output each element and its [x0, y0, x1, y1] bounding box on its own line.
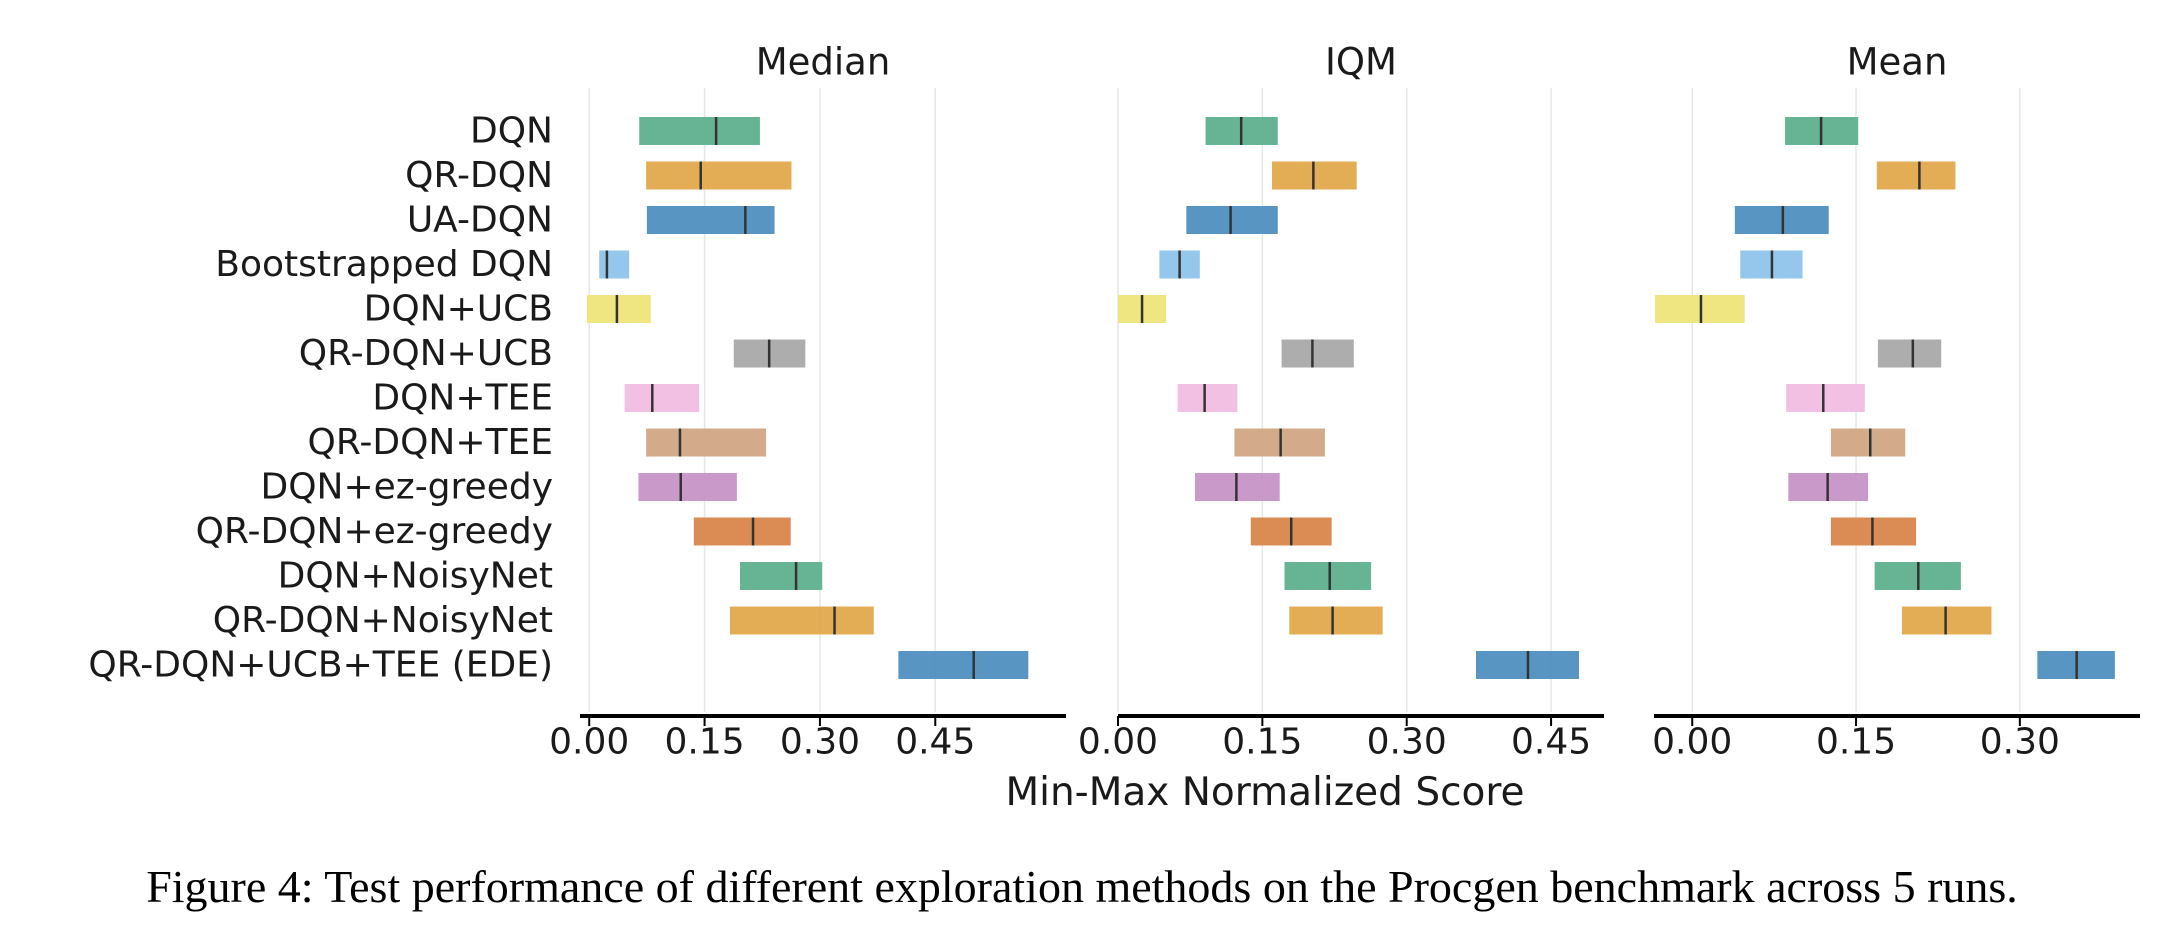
- method-label-qr-dqn-ucb-tee-ede: QR-DQN+UCB+TEE (EDE): [88, 645, 553, 686]
- interval-bar-qr-dqn-ucb: [1281, 339, 1354, 368]
- x-tick-label: 0.00: [1078, 722, 1158, 763]
- x-tick-label: 0.45: [1511, 722, 1591, 763]
- interval-bar-dqn-tee: [1177, 384, 1238, 412]
- panel-mean: Mean 0.00 0.15 0.30: [1652, 41, 2140, 763]
- interval-bar-dqn-ucb: [586, 295, 651, 323]
- method-label-dqn-tee: DQN+TEE: [372, 378, 553, 419]
- method-label-qr-dqn-tee: QR-DQN+TEE: [307, 422, 553, 463]
- x-tick-label: 0.30: [1367, 722, 1447, 763]
- x-tick-label: 0.45: [895, 722, 975, 763]
- method-label-qr-dqn-ucb: QR-DQN+UCB: [299, 333, 553, 374]
- interval-bar-bootstrapped-dqn: [599, 250, 630, 279]
- panel-median: Median 0.00 0.15 0.30 0.45: [549, 41, 1066, 763]
- interval-bar-dqn-noisynet: [739, 562, 823, 590]
- method-label-qr-dqn-ez-greedy: QR-DQN+ez-greedy: [196, 511, 553, 552]
- x-tick-label: 0.15: [1222, 722, 1302, 763]
- x-tick-label: 0.00: [549, 722, 629, 763]
- panel-title-median: Median: [756, 41, 891, 84]
- method-label-qr-dqn-noisynet: QR-DQN+NoisyNet: [213, 600, 553, 641]
- method-label-bootstrapped-dqn: Bootstrapped DQN: [215, 244, 553, 285]
- interval-bar-ua-dqn: [1186, 206, 1278, 234]
- figure-caption: Figure 4: Test performance of different …: [146, 861, 2018, 912]
- method-label-dqn-ucb: DQN+UCB: [364, 289, 553, 330]
- x-tick-label: 0.00: [1652, 722, 1732, 763]
- interval-bar-ua-dqn: [646, 206, 775, 234]
- method-label-qr-dqn: QR-DQN: [405, 155, 553, 196]
- x-tick-label: 0.30: [1980, 722, 2060, 763]
- method-label-dqn-noisynet: DQN+NoisyNet: [278, 556, 553, 597]
- x-tick-label: 0.15: [664, 722, 744, 763]
- panel-iqm: IQM 0.00 0.15 0.30 0.45: [1078, 41, 1604, 763]
- interval-bar-dqn-tee: [1786, 384, 1865, 412]
- x-axis-label: Min-Max Normalized Score: [1005, 770, 1524, 815]
- x-tick-label: 0.30: [780, 722, 860, 763]
- interval-bar-qr-dqn: [1876, 161, 1956, 190]
- interval-bar-dqn-tee: [624, 384, 700, 412]
- method-label-dqn-ez-greedy: DQN+ez-greedy: [261, 467, 554, 508]
- interval-bar-qr-dqn-ez-greedy: [693, 517, 791, 546]
- interval-bar-qr-dqn-ucb: [1877, 339, 1942, 368]
- method-label-dqn: DQN: [470, 111, 553, 152]
- interval-bar-qr-dqn-ucb-tee-ede: [898, 651, 1029, 679]
- interval-bar-qr-dqn: [646, 161, 792, 190]
- interval-bar-qr-dqn-tee: [646, 428, 767, 457]
- x-tick-label: 0.15: [1816, 722, 1896, 763]
- interval-bar-dqn-noisynet: [1284, 562, 1372, 590]
- panel-title-mean: Mean: [1847, 41, 1948, 84]
- interval-bar-qr-dqn-tee: [1830, 428, 1906, 457]
- panel-title-iqm: IQM: [1325, 41, 1397, 84]
- interval-bar-qr-dqn-noisynet: [1289, 606, 1383, 635]
- interval-bar-qr-dqn-noisynet: [729, 606, 874, 635]
- interval-bar-dqn-ez-greedy: [638, 473, 737, 501]
- method-label-ua-dqn: UA-DQN: [407, 200, 553, 241]
- interval-bar-dqn: [639, 117, 760, 145]
